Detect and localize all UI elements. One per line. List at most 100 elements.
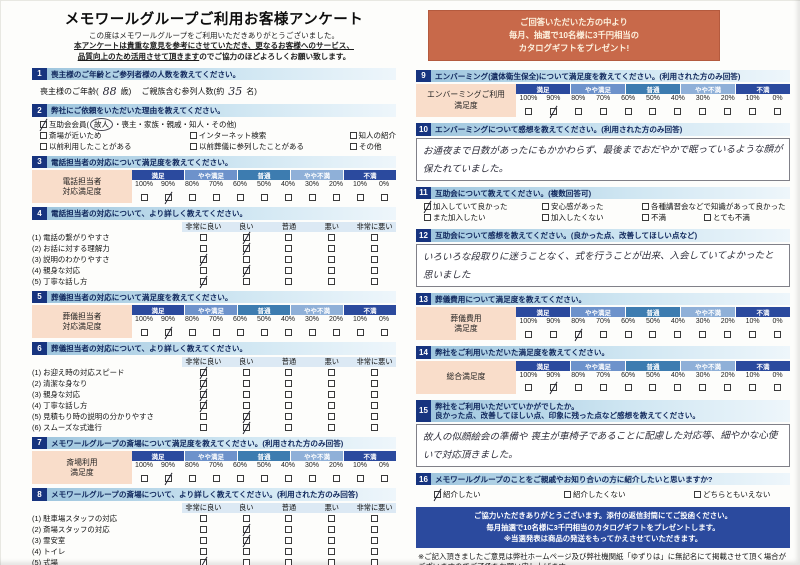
checkbox[interactable] [524,384,532,392]
checkbox-checked[interactable] [199,558,207,565]
checkbox[interactable] [236,193,244,201]
option-family[interactable]: 家族 [144,119,159,129]
checkbox[interactable] [285,255,293,263]
checkbox-checked[interactable] [242,423,250,431]
checkbox[interactable] [749,330,757,338]
option-relative[interactable]: 親戚 [166,119,182,129]
checkbox-checked[interactable] [199,379,207,387]
checkbox[interactable] [242,401,250,409]
checkbox[interactable] [260,474,268,482]
checkbox[interactable] [624,330,632,338]
checkbox[interactable] [308,193,316,201]
checkbox[interactable] [242,277,250,285]
checkbox[interactable] [140,474,148,482]
checkbox-seminars-useful[interactable] [642,203,649,211]
checkbox[interactable] [371,412,379,420]
checkbox-internet-search[interactable] [189,131,197,139]
checkbox[interactable] [188,328,196,336]
checkbox[interactable] [199,525,207,533]
checkbox[interactable] [199,244,207,252]
checkbox[interactable] [285,558,293,565]
checkbox-checked[interactable] [242,536,250,544]
checkbox[interactable] [724,330,732,338]
checkbox[interactable] [284,193,292,201]
checkbox-checked[interactable] [164,328,172,336]
checkbox-very-dissatisfied[interactable] [704,214,711,222]
checkbox-checked[interactable] [199,390,207,398]
checkbox[interactable] [285,536,293,544]
checkbox-checked[interactable] [574,330,582,338]
checkbox-checked[interactable] [242,412,250,420]
checkbox-want-to-refer[interactable] [434,490,441,498]
checkbox[interactable] [699,384,707,392]
checkbox[interactable] [328,277,336,285]
checkbox[interactable] [188,474,196,482]
checkbox[interactable] [242,558,250,565]
checkbox[interactable] [328,390,336,398]
checkbox-checked[interactable] [164,193,172,201]
checkbox[interactable] [308,328,316,336]
checkbox[interactable] [236,328,244,336]
checkbox[interactable] [749,107,757,115]
checkbox[interactable] [285,244,293,252]
checkbox[interactable] [371,536,379,544]
checkbox[interactable] [549,330,557,338]
checkbox[interactable] [199,423,207,431]
attendee-count-input[interactable]: 35 [228,85,243,99]
checkbox[interactable] [285,525,293,533]
checkbox[interactable] [284,328,292,336]
checkbox[interactable] [212,328,220,336]
checkbox[interactable] [599,330,607,338]
checkbox[interactable] [199,412,207,420]
checkbox-checked[interactable] [199,255,207,263]
mutual-aid-comment-box[interactable]: いろいろな段取りに迷うことなく、式を行うことが出来、入会していてよかったと思いま… [416,243,790,287]
checkbox-attended-before[interactable] [190,142,197,150]
checkbox[interactable] [574,384,582,392]
checkbox-checked[interactable] [549,384,557,392]
checkbox[interactable] [624,384,632,392]
embalming-comment-box[interactable]: お通夜まで日数があったにもかかわらず、最後までおだやかで眠っているような顔が保た… [416,137,790,181]
checkbox-checked[interactable] [199,368,207,376]
checkbox[interactable] [371,244,379,252]
checkbox[interactable] [371,379,379,387]
checkbox[interactable] [371,558,379,565]
checkbox[interactable] [674,330,682,338]
checkbox-other-reason[interactable] [350,142,357,150]
checkbox[interactable] [328,525,336,533]
checkbox[interactable] [524,107,532,115]
checkbox[interactable] [285,412,293,420]
checkbox[interactable] [371,401,379,409]
checkbox[interactable] [242,379,250,387]
checkbox[interactable] [724,107,732,115]
checkbox[interactable] [371,233,379,241]
checkbox[interactable] [328,233,336,241]
checkbox[interactable] [285,266,293,274]
checkbox[interactable] [371,368,379,376]
mourner-age-input[interactable]: 88 [102,85,117,99]
checkbox[interactable] [328,536,336,544]
checkbox[interactable] [380,474,388,482]
circled-option-deceased[interactable]: 故人 [90,117,113,131]
checkbox-felt-secure[interactable] [542,203,549,211]
checkbox[interactable] [285,547,293,555]
checkbox[interactable] [332,328,340,336]
checkbox[interactable] [574,107,582,115]
checkbox-glad-joined[interactable] [424,203,431,211]
checkbox[interactable] [242,547,250,555]
checkbox[interactable] [599,384,607,392]
checkbox[interactable] [199,514,207,522]
checkbox[interactable] [199,233,207,241]
checkbox[interactable] [380,193,388,201]
checkbox[interactable] [524,330,532,338]
checkbox[interactable] [285,379,293,387]
checkbox[interactable] [328,401,336,409]
checkbox[interactable] [371,525,379,533]
checkbox-checked[interactable] [242,233,250,241]
checkbox[interactable] [236,474,244,482]
checkbox[interactable] [285,514,293,522]
checkbox-checked[interactable] [242,266,250,274]
option-mourner[interactable]: 喪主 [121,119,137,129]
checkbox[interactable] [749,384,757,392]
checkbox-not-join[interactable] [542,214,549,222]
checkbox-neither[interactable] [694,490,701,498]
